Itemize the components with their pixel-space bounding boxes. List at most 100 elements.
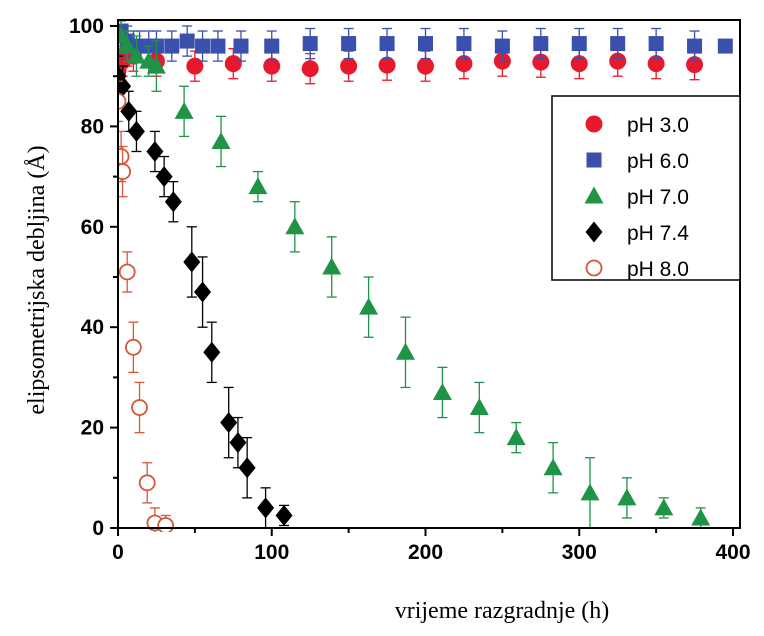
data-point <box>164 191 182 213</box>
legend-marker <box>585 115 603 133</box>
data-point <box>118 263 136 281</box>
x-tick-label: 0 <box>112 541 124 564</box>
legend-label: pH 3.0 <box>627 114 689 137</box>
series-ph-7-4 <box>118 55 293 529</box>
data-point <box>417 57 434 75</box>
data-point <box>647 55 665 73</box>
x-axis-title: vrijeme razgradnje (h) <box>395 598 610 624</box>
data-point <box>118 36 137 54</box>
data-point <box>257 497 275 519</box>
data-point <box>469 398 489 416</box>
y-tick-label: 0 <box>92 517 104 540</box>
data-point <box>687 38 703 54</box>
error-bar <box>118 80 123 123</box>
legend-label: pH 7.4 <box>627 222 689 245</box>
data-point <box>378 56 396 74</box>
data-point <box>229 432 247 454</box>
data-point <box>224 55 242 73</box>
data-point <box>610 36 626 52</box>
data-point <box>157 517 175 532</box>
tick-labels: 0 100 200 300 400 0 20 40 60 80 100 <box>69 15 751 564</box>
data-point <box>359 297 379 315</box>
data-point <box>131 399 148 416</box>
data-point <box>186 57 204 75</box>
data-point <box>203 341 221 363</box>
data-point <box>340 57 358 75</box>
legend-marker <box>585 259 603 277</box>
data-point <box>183 251 201 273</box>
y-tick-label: 80 <box>81 115 104 138</box>
x-tick-label: 100 <box>254 541 289 564</box>
y-axis-title: elipsometrijska debljina (Å) <box>24 145 50 414</box>
data-point <box>118 163 132 180</box>
data-point <box>302 36 318 52</box>
data-point <box>124 338 142 356</box>
data-point <box>543 458 563 476</box>
data-point <box>341 36 357 52</box>
data-point <box>174 101 194 119</box>
data-point <box>138 474 156 492</box>
data-point <box>127 120 145 142</box>
legend-item: pH 7.4 <box>585 221 689 245</box>
data-point <box>609 52 627 70</box>
data-point <box>686 56 704 74</box>
legend-marker <box>586 152 602 168</box>
y-tick-label: 40 <box>81 316 104 339</box>
data-point <box>506 428 526 446</box>
data-point <box>418 36 433 52</box>
data-point <box>220 412 238 434</box>
data-point <box>118 92 127 110</box>
legend-item: pH 6.0 <box>586 150 689 173</box>
data-point <box>322 257 342 275</box>
data-point <box>210 38 226 54</box>
x-tick-label: 200 <box>408 541 443 564</box>
series-ph-6-0 <box>118 20 733 62</box>
legend-item: pH 3.0 <box>585 114 689 137</box>
data-point <box>118 148 130 165</box>
data-point <box>248 177 268 195</box>
data-point <box>238 457 256 479</box>
data-point <box>379 36 395 52</box>
data-point <box>146 141 164 162</box>
data-point <box>580 483 600 501</box>
data-point <box>570 55 588 73</box>
data-point <box>263 57 281 75</box>
data-point <box>301 60 319 78</box>
data-point <box>155 166 173 188</box>
data-point <box>654 498 674 516</box>
legend-box <box>551 95 741 281</box>
data-point <box>648 36 664 52</box>
data-point <box>396 342 416 360</box>
data-point <box>194 281 212 303</box>
series-ph-8-0 <box>118 80 175 532</box>
data-point <box>264 38 280 54</box>
legend-marker <box>585 221 603 243</box>
data-point <box>691 508 711 526</box>
legend: pH 3.0 pH 6.0 pH 7.0 pH 7.4 pH 8.0 <box>551 95 741 281</box>
data-point <box>146 56 166 74</box>
series-ph-7-0 <box>118 20 711 529</box>
y-tick-label: 60 <box>81 216 104 239</box>
legend-label: pH 7.0 <box>627 186 689 209</box>
markers-layer <box>118 20 733 532</box>
data-point <box>432 382 452 400</box>
data-point <box>494 38 510 54</box>
data-point <box>233 38 249 54</box>
data-point <box>275 504 293 526</box>
y-tick-label: 100 <box>69 15 104 38</box>
data-point <box>533 36 549 52</box>
data-point <box>195 38 211 54</box>
data-point <box>285 217 305 235</box>
data-point <box>532 53 550 71</box>
x-tick-label: 300 <box>562 541 597 564</box>
data-point <box>717 38 733 54</box>
data-point <box>126 46 146 64</box>
data-point <box>211 131 231 149</box>
legend-label: pH 6.0 <box>627 150 689 173</box>
legend-item: pH 8.0 <box>585 258 689 281</box>
data-point <box>179 33 195 49</box>
y-tick-label: 20 <box>81 417 104 440</box>
data-point <box>455 55 473 73</box>
legend-label: pH 8.0 <box>627 258 689 281</box>
